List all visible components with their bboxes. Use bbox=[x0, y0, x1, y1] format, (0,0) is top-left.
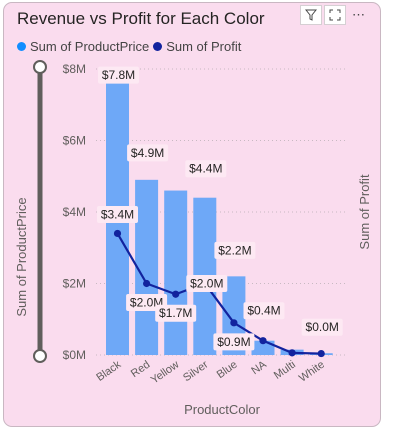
profit-point-na[interactable] bbox=[259, 337, 267, 345]
x-tick-label: Multi bbox=[272, 359, 298, 382]
bar-data-label-box bbox=[98, 66, 139, 84]
y-tick-label: $8M bbox=[63, 62, 86, 76]
bar-data-label-box bbox=[185, 160, 227, 178]
visual-header-icons: ⋯ bbox=[300, 5, 370, 25]
bar-data-label: $4.9M bbox=[131, 146, 164, 160]
y-tick-label: $4M bbox=[63, 205, 86, 219]
line-data-label: $1.7M bbox=[159, 306, 192, 320]
bar-data-label: $7.8M bbox=[102, 68, 135, 82]
line-data-label-box bbox=[213, 333, 255, 351]
x-tick-label: Silver bbox=[181, 358, 211, 384]
bar-data-label-box bbox=[214, 241, 256, 259]
line-data-label-box bbox=[97, 205, 138, 223]
x-tick-label: White bbox=[297, 359, 327, 385]
secondary-y-axis-title: Sum of Profit bbox=[357, 174, 372, 250]
bar-data-label-box bbox=[243, 302, 285, 320]
chart-legend: Sum of ProductPrice Sum of Profit bbox=[17, 39, 245, 54]
legend-marker-line bbox=[153, 42, 163, 51]
more-options-icon[interactable]: ⋯ bbox=[352, 7, 366, 22]
bar-data-label: $0.4M bbox=[247, 304, 280, 318]
line-data-label: $2.0M bbox=[130, 296, 163, 310]
profit-point-red[interactable] bbox=[143, 279, 151, 288]
line-data-label: $3.4M bbox=[101, 207, 134, 221]
legend-item-bar[interactable]: Sum of ProductPrice bbox=[17, 39, 149, 54]
legend-label-bar: Sum of ProductPrice bbox=[30, 39, 150, 54]
profit-point-black[interactable] bbox=[113, 229, 122, 238]
y-tick-label: $0M bbox=[63, 348, 86, 362]
focus-mode-icon[interactable] bbox=[324, 5, 346, 25]
profit-point-yellow[interactable] bbox=[172, 290, 180, 298]
zoom-slider-handle-bottom[interactable] bbox=[33, 349, 47, 363]
profit-point-multi[interactable] bbox=[288, 349, 296, 357]
zoom-slider-handle-top[interactable] bbox=[33, 60, 47, 74]
line-data-label: $0.9M bbox=[217, 335, 250, 349]
y-tick-label: $6M bbox=[63, 134, 86, 148]
bar-data-label-box bbox=[127, 144, 169, 162]
bar-data-label: $2.2M bbox=[218, 243, 251, 257]
y-tick-label: $2M bbox=[63, 277, 86, 291]
chart-visual-card[interactable]: Revenue vs Profit for Each Color ⋯ Sum o… bbox=[3, 2, 381, 427]
x-tick-label: Black bbox=[94, 358, 123, 384]
bar-data-label-box bbox=[301, 318, 343, 336]
bar-data-label: $0.0M bbox=[306, 320, 339, 334]
x-tick-label: NA bbox=[249, 358, 269, 377]
x-axis-title: ProductColor bbox=[184, 402, 261, 417]
legend-label-line: Sum of Profit bbox=[166, 39, 242, 54]
profit-point-white[interactable] bbox=[317, 349, 325, 358]
bar-red[interactable] bbox=[135, 179, 159, 355]
legend-item-line[interactable]: Sum of Profit bbox=[153, 39, 241, 54]
profit-point-blue[interactable] bbox=[230, 319, 238, 327]
bar-data-label: $4.4M bbox=[189, 162, 222, 176]
y-axis-title: Sum of ProductPrice bbox=[14, 197, 29, 316]
legend-marker-bar bbox=[17, 42, 26, 51]
filter-icon[interactable] bbox=[300, 5, 322, 25]
bar-yellow[interactable] bbox=[164, 190, 188, 355]
line-data-label-box bbox=[186, 275, 228, 292]
x-tick-label: Blue bbox=[215, 359, 240, 381]
profit-line bbox=[116, 232, 322, 355]
line-data-label: $2.0M bbox=[190, 277, 223, 291]
x-tick-label: Yellow bbox=[149, 359, 182, 387]
chart-title: Revenue vs Profit for Each Color bbox=[17, 9, 265, 28]
line-data-label-box bbox=[155, 304, 197, 322]
